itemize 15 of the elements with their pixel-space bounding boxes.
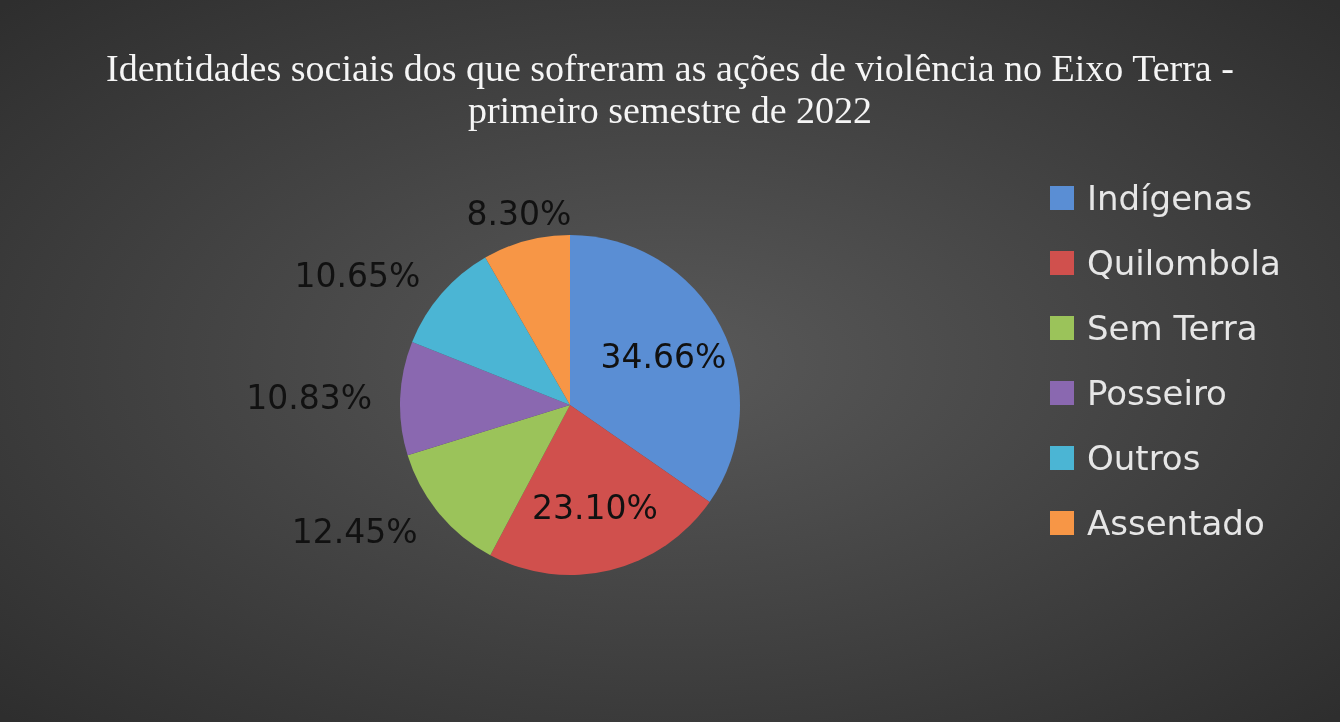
chart-title: Identidades sociais dos que sofreram as ações de violência no Eixo Terra - primeiro semestre de 2022 xyxy=(106,47,1234,132)
legend-label: Assentado xyxy=(1087,502,1265,543)
legend-label: Posseiro xyxy=(1087,372,1227,413)
data-label: 8.30% xyxy=(466,194,572,234)
data-label: 10.83% xyxy=(246,377,373,417)
data-label: 34.66% xyxy=(600,336,727,376)
legend-label: Quilombola xyxy=(1087,242,1281,283)
legend-label: Outros xyxy=(1087,437,1201,478)
legend-label: Sem Terra xyxy=(1087,307,1258,348)
pie-slice xyxy=(490,405,710,575)
pie-slice xyxy=(400,341,570,456)
pie-slice xyxy=(485,235,570,405)
data-label: 23.10% xyxy=(531,487,658,527)
data-label: 10.65% xyxy=(294,255,421,295)
legend-label: Indígenas xyxy=(1087,177,1253,218)
